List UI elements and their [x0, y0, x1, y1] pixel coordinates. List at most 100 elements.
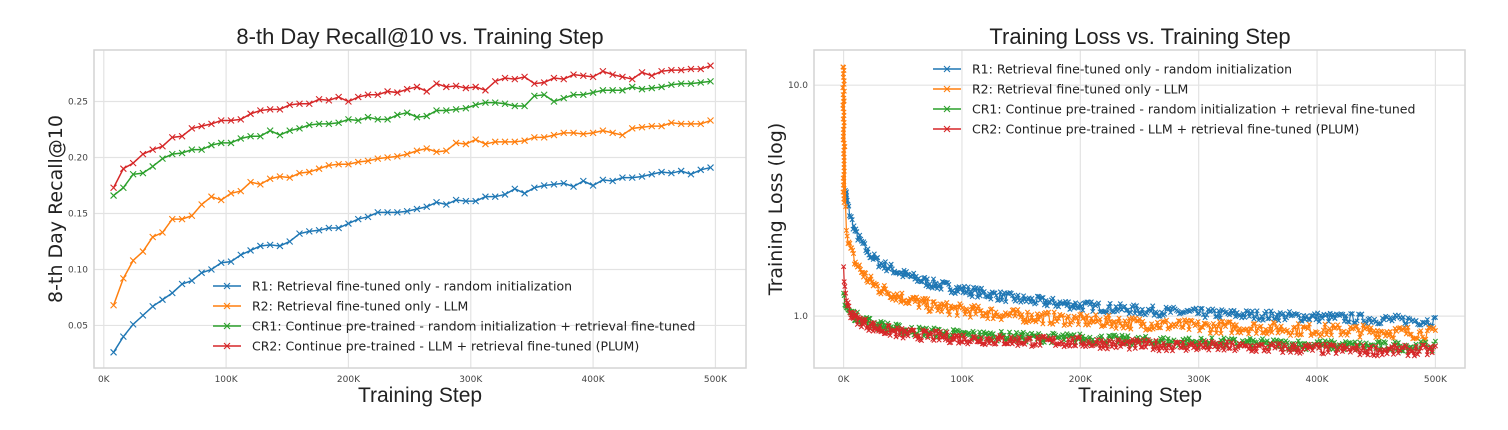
loss-data-point [1276, 318, 1282, 324]
loss-data-point [849, 217, 855, 223]
loss-data-point [962, 311, 968, 317]
loss-data-point [1116, 315, 1122, 321]
loss-data-point [1269, 310, 1276, 317]
loss-data-point [1186, 342, 1192, 348]
recall-data-point [266, 241, 274, 249]
recall-data-point [491, 138, 499, 146]
loss-data-point [1277, 327, 1283, 333]
recall-chart: 0K 100K 200K 300K 400K 500K 0.05 0.10 0.15 0.20 0.… [45, 24, 747, 407]
loss-data-point [1034, 293, 1041, 299]
recall-data-point [530, 133, 538, 141]
recall-data-point [217, 139, 225, 147]
loss-data-point [1162, 311, 1168, 317]
recall-data-point [256, 180, 264, 188]
recall-plot-frame [93, 49, 747, 369]
loss-data-point [888, 261, 894, 267]
loss-data-point [1003, 299, 1009, 305]
recall-data-point [452, 105, 460, 113]
recall-data-point [335, 224, 343, 232]
recall-data-point [139, 169, 147, 177]
loss-data-point [1175, 339, 1182, 345]
loss-data-point [1106, 304, 1112, 310]
loss-data-point [1249, 326, 1255, 332]
recall-data-point [384, 208, 391, 216]
loss-data-point [1175, 318, 1182, 324]
loss-data-point [1327, 310, 1333, 316]
recall-data-point [648, 170, 656, 178]
loss-x-tick-label: 0K [838, 375, 851, 385]
recall-data-point [178, 132, 186, 140]
loss-data-point [1297, 332, 1303, 338]
recall-data-point [256, 242, 264, 250]
loss-data-point [1051, 335, 1057, 341]
loss-data-point [1094, 337, 1100, 343]
loss-data-point [847, 309, 853, 316]
loss-data-point [1103, 343, 1109, 349]
loss-data-point [1077, 334, 1083, 340]
loss-data-point [995, 297, 1001, 303]
recall-data-point [276, 173, 284, 180]
loss-data-point [1050, 295, 1056, 301]
loss-data-point [1087, 301, 1093, 308]
loss-data-point [1050, 339, 1056, 345]
recall-data-point [217, 117, 225, 124]
recall-data-point [247, 247, 254, 254]
loss-data-point [1260, 317, 1266, 323]
loss-data-point [1246, 313, 1252, 320]
recall-data-point [178, 215, 186, 223]
loss-data-point [966, 339, 972, 345]
recall-data-point [570, 129, 577, 137]
loss-data-point [1176, 311, 1183, 317]
loss-data-point [1411, 353, 1417, 359]
loss-data-point [1055, 334, 1062, 340]
recall-data-point [707, 62, 714, 70]
loss-data-point [1156, 340, 1162, 346]
loss-data-point [893, 334, 899, 340]
loss-data-point [1021, 293, 1027, 299]
loss-data-point [950, 327, 956, 333]
loss-data-point [1125, 338, 1131, 344]
recall-data-point [266, 105, 274, 113]
loss-data-point [1200, 344, 1206, 350]
loss-data-point [1113, 333, 1119, 340]
loss-data-point [1284, 327, 1290, 333]
loss-data-point [1218, 340, 1224, 346]
loss-data-point [1359, 311, 1365, 317]
recall-data-point [345, 116, 352, 123]
loss-data-point [1031, 342, 1038, 348]
recall-data-point [638, 173, 646, 180]
recall-legend-entry: CR1: Continue pre-trained - random initi… [213, 319, 695, 334]
recall-data-point [139, 248, 147, 255]
loss-data-point [955, 340, 962, 346]
loss-data-point [1139, 306, 1145, 312]
recall-data-point [325, 161, 333, 169]
loss-data-point [1184, 346, 1191, 352]
recall-data-point [413, 205, 421, 213]
loss-data-point [1150, 303, 1156, 309]
loss-data-point [1180, 325, 1186, 331]
loss-legend-entry: CR2: Continue pre-trained - LLM + retrie… [933, 122, 1359, 137]
loss-data-point [1126, 315, 1132, 322]
loss-data-point [1197, 339, 1203, 346]
loss-data-point [918, 337, 925, 344]
recall-data-point [374, 208, 382, 216]
recall-data-point [677, 120, 685, 128]
loss-legend-marker [943, 105, 951, 113]
recall-data-point [266, 175, 274, 183]
loss-data-point [885, 322, 891, 329]
recall-data-point [599, 176, 607, 184]
recall-data-point [442, 83, 450, 91]
recall-gridlines [94, 50, 746, 368]
loss-data-point [1307, 317, 1313, 323]
loss-data-point [1431, 325, 1437, 331]
loss-data-point [1226, 345, 1232, 351]
recall-data-point [217, 196, 225, 204]
recall-data-point [658, 168, 665, 176]
loss-data-point [1098, 333, 1105, 339]
recall-data-point [501, 74, 509, 82]
loss-data-point [1120, 325, 1127, 331]
loss-data-point [978, 334, 984, 341]
loss-data-point [1106, 312, 1112, 318]
loss-data-point [972, 287, 978, 294]
loss-data-point [1419, 342, 1426, 348]
